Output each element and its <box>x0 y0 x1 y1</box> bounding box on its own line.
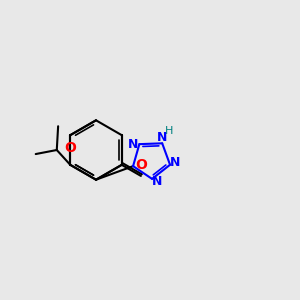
Text: N: N <box>157 131 167 144</box>
Text: H: H <box>165 126 173 136</box>
Text: N: N <box>170 156 180 169</box>
Text: O: O <box>64 141 76 155</box>
Text: O: O <box>136 158 147 172</box>
Text: N: N <box>152 175 162 188</box>
Text: N: N <box>128 138 139 151</box>
